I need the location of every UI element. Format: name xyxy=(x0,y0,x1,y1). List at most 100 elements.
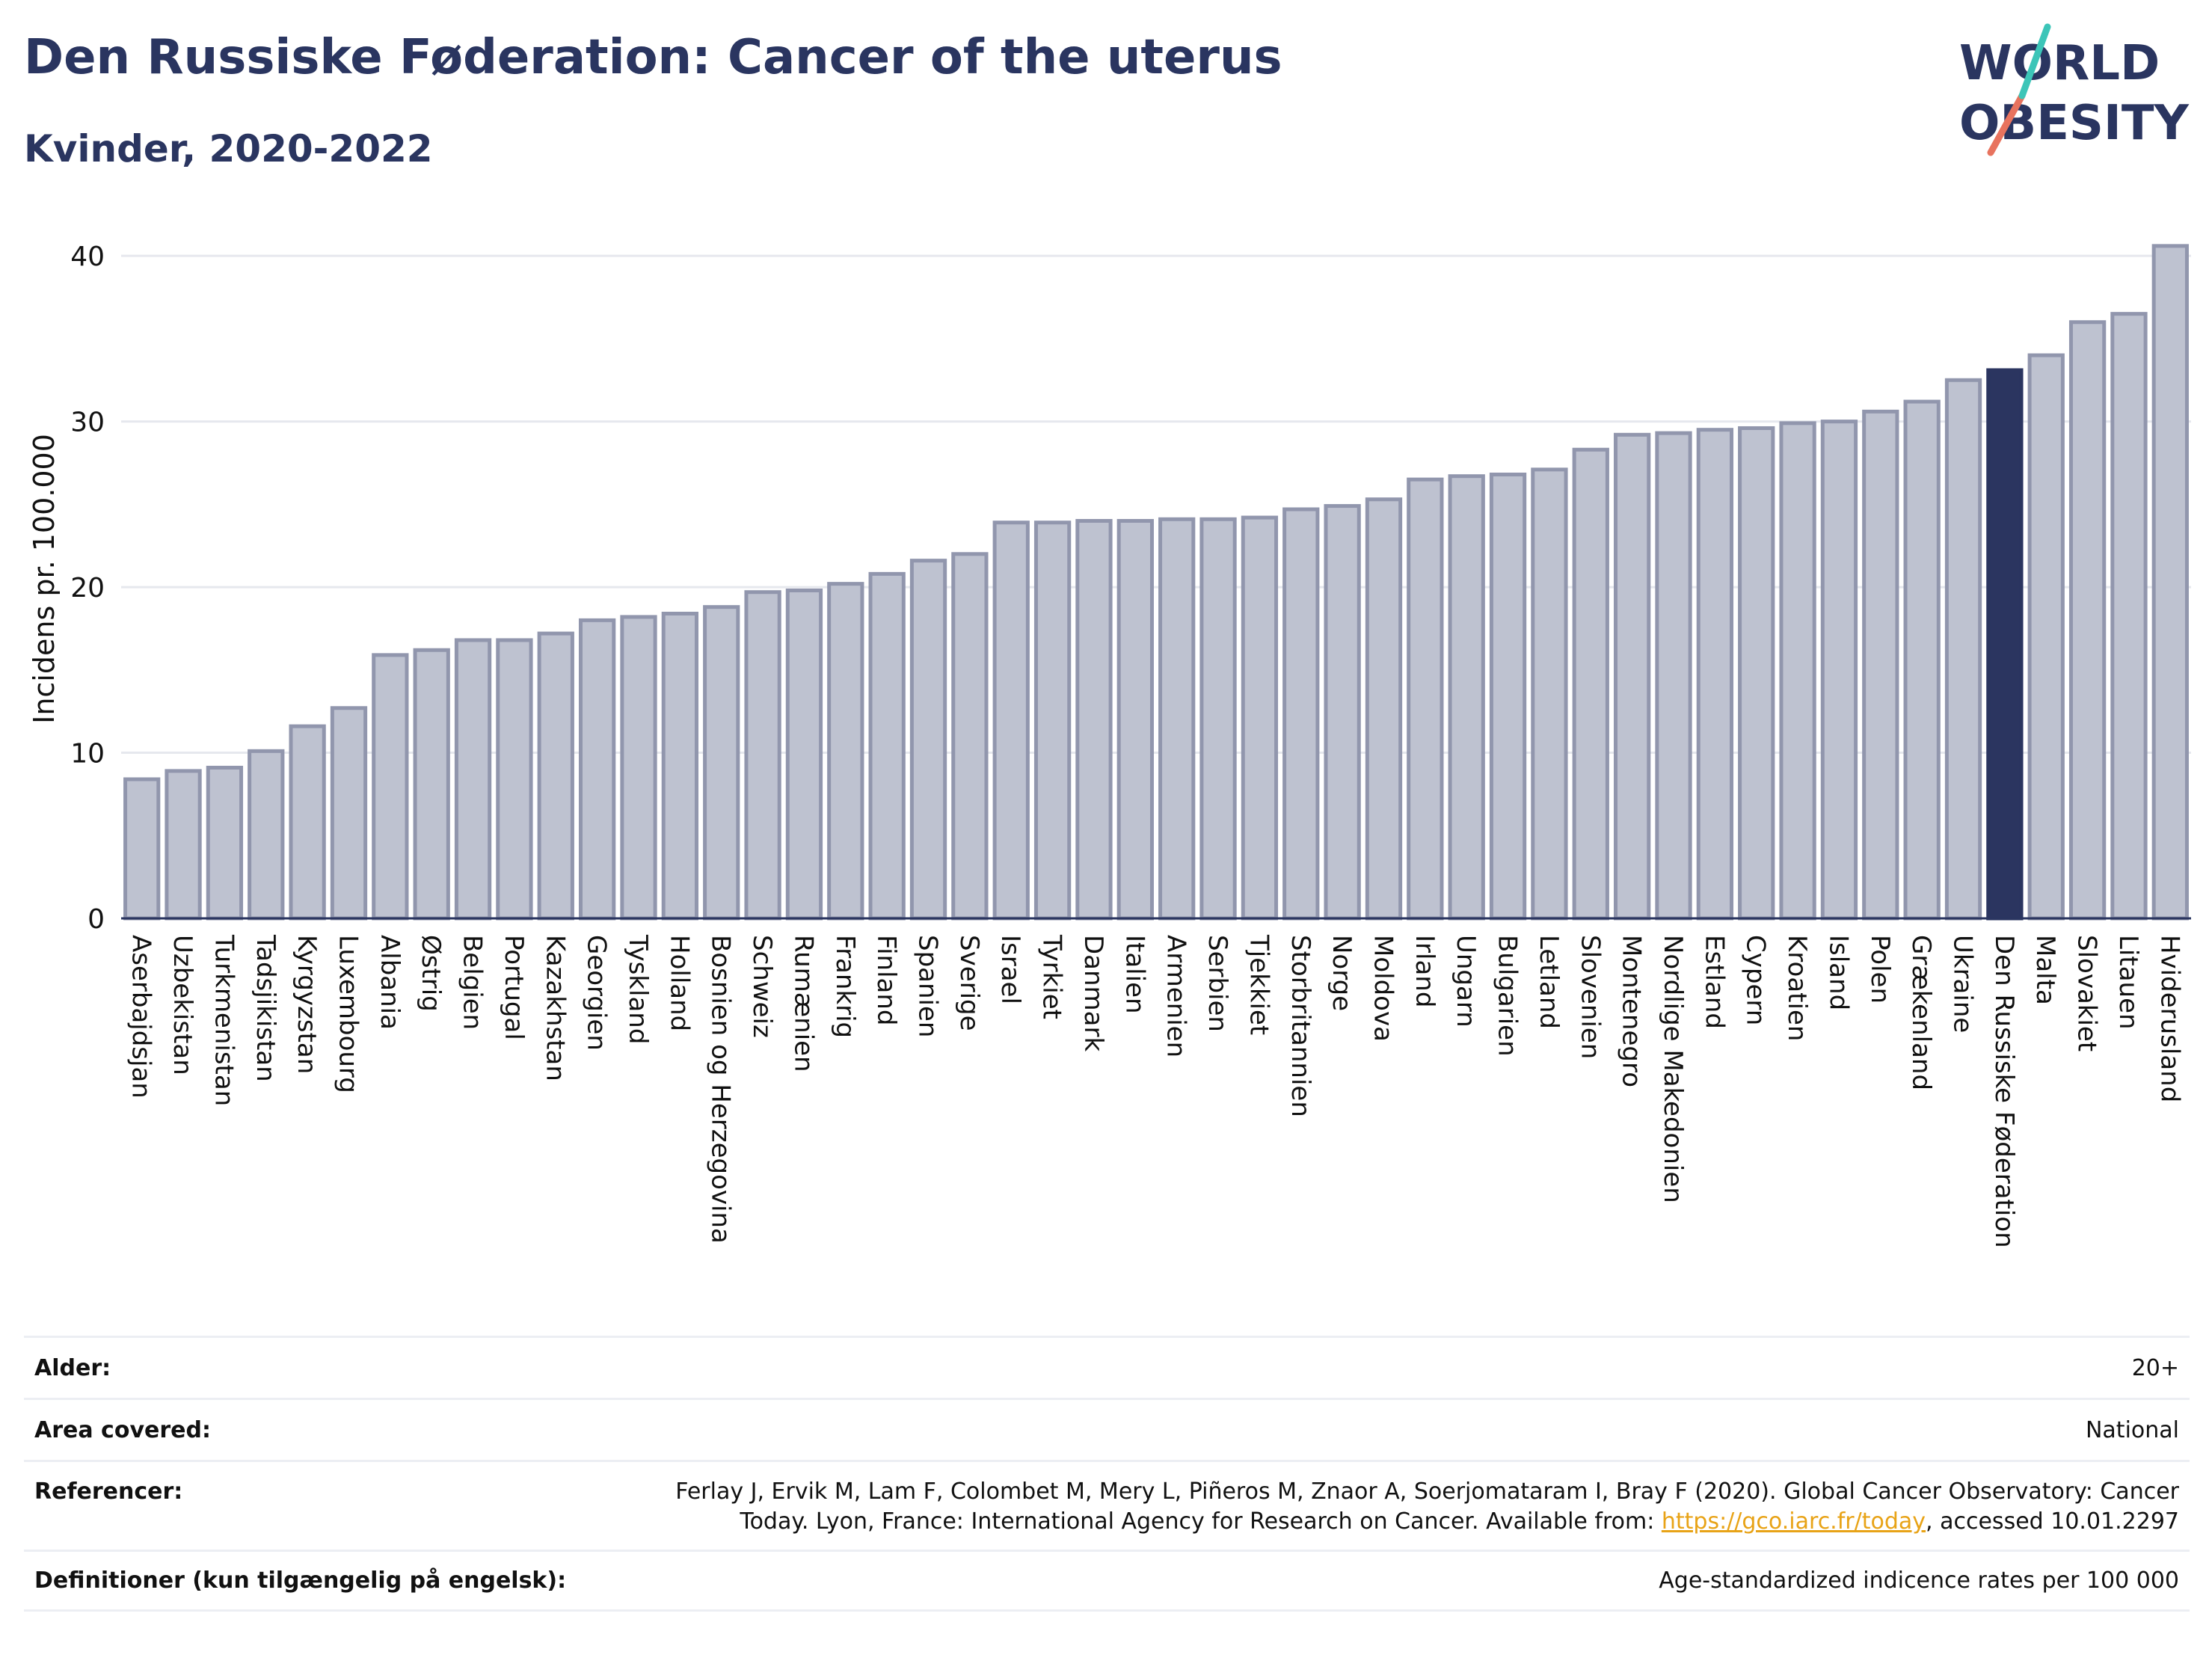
bar xyxy=(1075,518,1113,921)
x-tick-label: Tadsjikistan xyxy=(251,934,280,1082)
y-tick-label: 20 xyxy=(70,573,105,604)
reference-line2-post: , accessed 10.01.2297 xyxy=(1926,1508,2179,1535)
info-table: Alder: 20+ Area covered: National Refere… xyxy=(24,1336,2190,1612)
y-tick-label: 10 xyxy=(70,739,105,770)
bars xyxy=(123,244,2189,921)
bar xyxy=(703,605,740,921)
bar xyxy=(1448,474,1485,921)
bar xyxy=(744,590,781,921)
x-tick-label: Finland xyxy=(871,935,901,1026)
bar xyxy=(372,653,409,921)
x-tick-label: Albania xyxy=(375,935,405,1030)
x-tick-label: Hviderusland xyxy=(2154,935,2184,1102)
x-tick-label: Uzbekistan xyxy=(168,935,197,1075)
page-subtitle: Kvinder, 2020-2022 xyxy=(24,127,433,171)
bar xyxy=(1613,432,1651,921)
bar xyxy=(2151,244,2189,921)
bar xyxy=(1116,518,1154,921)
x-tick-label: Aserbajdsjan xyxy=(126,935,156,1099)
reference-line2-pre: Today. Lyon, France: International Agenc… xyxy=(740,1508,1662,1535)
bar xyxy=(578,618,616,921)
x-tick-label: Schweiz xyxy=(747,935,777,1038)
y-tick-label: 0 xyxy=(87,904,105,935)
bar xyxy=(661,612,699,921)
bar-highlight xyxy=(1986,368,2024,921)
bar xyxy=(1033,521,1072,921)
x-tick-label: Kazakhstan xyxy=(540,935,570,1081)
info-value-age: 20+ xyxy=(2131,1354,2179,1381)
x-tick-label: Holland xyxy=(664,935,694,1031)
bar xyxy=(1820,420,1858,921)
x-axis-labels: Aserbajdsjan Uzbekistan Turkmenistan Tadsji… xyxy=(126,934,2185,1248)
x-tick-label: Armenien xyxy=(1161,935,1191,1057)
y-axis-label: Incidens pr. 100.000 xyxy=(28,434,61,724)
info-row-age: Alder: 20+ xyxy=(24,1336,2190,1398)
bar xyxy=(785,589,823,921)
bar xyxy=(868,571,906,921)
x-tick-label: Kroatien xyxy=(1782,935,1812,1041)
x-tick-label: Østrig xyxy=(416,935,446,1012)
bar xyxy=(1489,472,1527,921)
x-tick-label: Ukraine xyxy=(1948,935,1978,1033)
x-tick-label: Letland xyxy=(1534,935,1564,1029)
x-tick-label: Moldova xyxy=(1368,935,1398,1042)
x-tick-label: Montenegro xyxy=(1617,935,1647,1087)
bar xyxy=(1862,409,1899,921)
page-title: Den Russiske Føderation: Cancer of the u… xyxy=(24,30,1282,85)
bar xyxy=(537,631,574,921)
bar xyxy=(1779,421,1816,921)
bar xyxy=(992,521,1030,921)
bar xyxy=(454,638,492,921)
bar xyxy=(1241,515,1279,921)
bar xyxy=(909,559,947,921)
x-tick-label: Den Russiske Føderation xyxy=(1989,935,2019,1248)
info-label-age: Alder: xyxy=(34,1354,111,1381)
world-obesity-logo: WORLD OBESITY xyxy=(1959,23,2189,156)
bar xyxy=(620,615,657,921)
info-label-area: Area covered: xyxy=(34,1416,211,1443)
x-tick-label: Slovenien xyxy=(1575,935,1605,1059)
x-tick-label: Belgien xyxy=(458,935,488,1030)
x-tick-label: Rumænien xyxy=(788,935,818,1072)
bar xyxy=(951,552,989,921)
x-tick-label: Turkmenistan xyxy=(209,934,239,1106)
bar xyxy=(1696,428,1734,921)
bar xyxy=(496,638,533,921)
x-tick-label: Portugal xyxy=(499,935,529,1040)
x-tick-label: Bulgarien xyxy=(1493,935,1523,1057)
x-tick-label: Danmark xyxy=(1078,935,1108,1051)
bar xyxy=(827,582,864,921)
bar xyxy=(1158,517,1196,921)
x-tick-label: Ungarn xyxy=(1451,935,1481,1028)
bar xyxy=(123,777,161,921)
bar xyxy=(1531,467,1568,921)
x-tick-label: Island xyxy=(1823,935,1853,1010)
y-axis-ticks: 0 10 20 30 40 xyxy=(70,242,105,935)
info-value-area: National xyxy=(2085,1416,2179,1443)
reference-link[interactable]: https://gco.iarc.fr/today xyxy=(1661,1508,1926,1535)
bar xyxy=(1572,447,1609,921)
x-tick-label: Italien xyxy=(1119,935,1149,1014)
y-tick-label: 30 xyxy=(70,408,105,438)
logo-line1: WORLD xyxy=(1959,36,2160,91)
info-row-definitions: Definitioner (kun tilgængelig på engelsk… xyxy=(24,1550,2190,1612)
x-tick-label: Irland xyxy=(1410,935,1440,1007)
x-tick-label: Tyskland xyxy=(623,934,653,1044)
logo-slash-teal xyxy=(2018,23,2051,99)
x-tick-label: Spanien xyxy=(913,935,943,1037)
bar xyxy=(1407,477,1444,921)
bar xyxy=(1365,497,1403,921)
x-tick-label: Slovakiet xyxy=(2072,935,2102,1051)
x-tick-label: Cypern xyxy=(1741,935,1771,1025)
x-tick-label: Israel xyxy=(995,935,1025,1004)
bar xyxy=(1655,431,1692,921)
x-tick-label: Estland xyxy=(1699,935,1729,1029)
x-tick-label: Litauen xyxy=(2113,935,2143,1030)
x-tick-label: Tyrkiet xyxy=(1037,934,1067,1019)
x-tick-label: Frankrig xyxy=(830,935,860,1038)
x-tick-label: Georgien xyxy=(582,935,612,1051)
bar xyxy=(1738,426,1775,921)
x-tick-label: Polen xyxy=(1865,935,1895,1004)
x-tick-label: Norge xyxy=(1327,935,1357,1011)
logo-slash-red xyxy=(1987,92,2026,156)
